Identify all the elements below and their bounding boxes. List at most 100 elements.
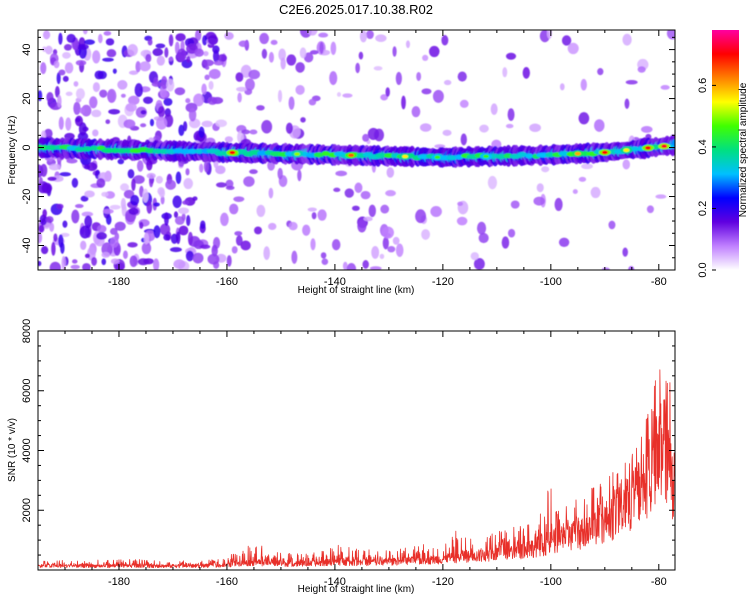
- spectrogram-speckle: [192, 252, 204, 264]
- spectrogram-speckle: [655, 194, 667, 199]
- spectrogram-speckle: [261, 120, 273, 134]
- spectrogram-speckle: [123, 250, 128, 259]
- spectrogram-hot-spot: [402, 154, 409, 159]
- spectrogram-speckle: [76, 43, 89, 50]
- spectrogram-speckle: [369, 266, 382, 270]
- spectrogram-y-axis-title: Frequency (Hz): [7, 116, 18, 185]
- spectrogram-speckle: [371, 245, 380, 259]
- spectrogram-speckle: [236, 86, 248, 92]
- spectrogram-speckle: [163, 97, 173, 106]
- spectrogram-speckle: [201, 83, 207, 95]
- spectrogram-speckle: [173, 259, 186, 269]
- spectrogram-speckle: [60, 232, 70, 237]
- spectrogram-speckle: [392, 46, 397, 57]
- spectrogram-speckle: [505, 123, 514, 129]
- spectrogram-speckle: [102, 57, 114, 62]
- spectrogram-speckle: [256, 204, 266, 218]
- spectrogram-speckle: [109, 204, 121, 210]
- spectrogram-speckle: [120, 183, 129, 192]
- spectrogram-hot-spot: [661, 144, 668, 149]
- spectrogram-speckle: [106, 49, 117, 58]
- spectrogram-speckle: [186, 56, 191, 63]
- spectrogram-speckle: [380, 94, 389, 101]
- spectrogram-speckle: [73, 81, 79, 87]
- spectrogram-speckle: [42, 30, 51, 40]
- snr-y-axis: 2000 4000 6000 8000: [21, 319, 675, 571]
- spectrogram-speckle: [256, 105, 265, 111]
- spectrogram-speckle: [601, 267, 610, 270]
- spectrogram-ridge-blob: [525, 153, 534, 159]
- spectrogram-speckle: [101, 258, 107, 266]
- spectrogram-speckle: [129, 255, 138, 268]
- spectrogram-speckle: [330, 41, 337, 56]
- spectrogram-speckle: [478, 232, 489, 244]
- spectrogram-speckle: [278, 48, 286, 61]
- spectrogram-speckle: [114, 262, 125, 270]
- spectrogram-speckle: [235, 72, 244, 82]
- spectrogram-speckle: [181, 213, 186, 221]
- spectrogram-x-tick-label: -160: [216, 276, 238, 288]
- spectrogram-speckle: [56, 72, 61, 85]
- spectrogram-speckle: [363, 216, 373, 222]
- spectrogram-speckle: [188, 108, 197, 122]
- spectrogram-speckle: [358, 51, 364, 60]
- spectrogram-speckle: [366, 30, 374, 40]
- spectrogram-speckle: [597, 68, 604, 76]
- spectrogram-speckle: [203, 160, 209, 173]
- spectrogram-speckle: [367, 127, 380, 141]
- spectrogram-speckle: [479, 124, 489, 133]
- spectrogram-speckle: [224, 136, 233, 143]
- spectrogram-speckle: [554, 197, 563, 212]
- spectrogram-speckle: [533, 196, 545, 206]
- spectrogram-speckle: [45, 45, 53, 55]
- spectrogram-speckle: [131, 178, 136, 191]
- spectrogram-speckle: [168, 34, 174, 47]
- spectrogram-speckle: [342, 93, 353, 98]
- spectrogram-speckle: [297, 169, 302, 182]
- spectrogram-speckle: [201, 120, 213, 128]
- spectrogram-speckle: [110, 258, 120, 265]
- spectrogram-speckle: [108, 108, 120, 115]
- spectrogram-y-tick-label: 0: [21, 144, 33, 150]
- spectrogram-speckle: [183, 121, 188, 132]
- spectrogram-speckle: [58, 69, 66, 76]
- spectrogram-speckle: [146, 200, 153, 214]
- spectrogram-speckle: [241, 129, 251, 135]
- spectrogram-y-tick-label: -40: [21, 238, 33, 254]
- spectrogram-speckle: [163, 234, 171, 241]
- spectrogram-speckle: [470, 252, 479, 261]
- spectrogram-speckle: [169, 247, 182, 253]
- spectrogram-speckle: [57, 94, 62, 108]
- spectrogram-speckle: [103, 31, 112, 36]
- spectrogram-speckle: [346, 262, 357, 270]
- spectrogram-speckle: [177, 207, 190, 215]
- spectrogram-speckle: [159, 189, 166, 198]
- spectrogram-speckle: [608, 220, 616, 230]
- spectrogram-speckle: [141, 242, 152, 255]
- spectrogram-speckle: [622, 33, 632, 46]
- spectrogram-speckle: [202, 59, 214, 67]
- spectrogram-speckle: [357, 219, 367, 233]
- spectrogram-speckle: [91, 257, 97, 266]
- spectrogram-speckle: [176, 48, 187, 62]
- spectrogram-speckle: [422, 54, 429, 62]
- spectrogram-speckle: [303, 52, 314, 63]
- spectrogram-speckle: [559, 83, 565, 91]
- spectrogram-heat-layer: [38, 30, 675, 270]
- spectrogram-speckle: [81, 104, 92, 117]
- spectrogram-x-tick-label: -180: [108, 276, 130, 288]
- spectrogram-speckle: [199, 244, 211, 249]
- spectrogram-speckle: [368, 204, 376, 218]
- spectrogram-speckle: [114, 221, 126, 231]
- spectrogram-speckle: [286, 54, 297, 66]
- snr-y-axis-title: SNR (10 * v/v): [7, 418, 18, 482]
- spectrogram-speckle: [38, 176, 43, 186]
- spectrogram-speckle: [263, 246, 271, 261]
- spectrogram-speckle: [660, 85, 670, 90]
- spectrogram-speckle: [213, 60, 224, 66]
- spectrogram-speckle: [490, 103, 498, 115]
- spectrogram-speckle: [336, 92, 342, 97]
- spectrogram-speckle: [308, 98, 317, 106]
- spectrogram-speckle: [240, 240, 251, 251]
- spectrogram-speckle: [624, 98, 630, 109]
